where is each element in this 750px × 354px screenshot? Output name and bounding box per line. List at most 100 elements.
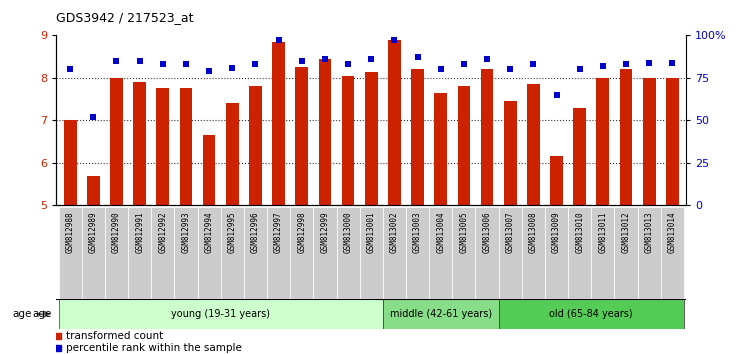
Bar (568, 207, 591, 299)
Bar (220, 207, 244, 299)
Bar (458, 86, 470, 205)
Text: young (19-31 years): young (19-31 years) (171, 309, 270, 319)
Point (574, 67, 586, 72)
Bar (58, 207, 82, 299)
Text: GSM813010: GSM813010 (575, 212, 584, 253)
Text: GSM813011: GSM813011 (598, 212, 608, 253)
Bar (342, 76, 355, 205)
Text: GSM813001: GSM813001 (367, 212, 376, 253)
Text: GSM812988: GSM812988 (66, 212, 75, 253)
Bar (429, 207, 452, 299)
Bar (134, 82, 146, 205)
Bar (527, 84, 540, 205)
Bar (128, 207, 152, 299)
Point (272, 38, 284, 43)
Text: GSM813002: GSM813002 (390, 212, 399, 253)
Bar (499, 299, 684, 329)
Bar (58, 299, 382, 329)
Text: GSM813005: GSM813005 (460, 212, 469, 253)
Point (458, 62, 470, 67)
Bar (267, 207, 290, 299)
Point (412, 55, 424, 60)
Bar (596, 78, 609, 205)
Point (666, 60, 678, 65)
Point (203, 68, 215, 74)
Bar (179, 88, 192, 205)
Bar (202, 135, 215, 205)
Point (644, 60, 656, 65)
Bar (157, 88, 170, 205)
Text: percentile rank within the sample: percentile rank within the sample (66, 343, 242, 353)
Text: GSM813006: GSM813006 (482, 212, 491, 253)
Point (481, 56, 493, 62)
Text: GSM813008: GSM813008 (529, 212, 538, 253)
Text: GSM812993: GSM812993 (182, 212, 190, 253)
Text: GSM812996: GSM812996 (251, 212, 260, 253)
Text: GSM812990: GSM812990 (112, 212, 121, 253)
Point (226, 65, 238, 70)
Point (365, 56, 377, 62)
Point (388, 38, 400, 43)
Point (134, 58, 146, 64)
Text: GSM813004: GSM813004 (436, 212, 445, 253)
Text: GSM813009: GSM813009 (552, 212, 561, 253)
Text: GSM813012: GSM813012 (622, 212, 631, 253)
Point (527, 62, 539, 67)
Bar (481, 69, 494, 205)
Point (250, 62, 262, 67)
Bar (620, 69, 632, 205)
Text: GSM812995: GSM812995 (228, 212, 237, 253)
Text: GSM812992: GSM812992 (158, 212, 167, 253)
Point (319, 56, 331, 62)
Bar (174, 207, 197, 299)
Bar (614, 207, 638, 299)
Bar (643, 78, 656, 205)
Bar (388, 40, 400, 205)
Point (180, 62, 192, 67)
Point (64, 67, 76, 72)
Text: age: age (13, 309, 32, 319)
Bar (105, 207, 128, 299)
Bar (290, 207, 314, 299)
Bar (638, 207, 661, 299)
Bar (504, 101, 517, 205)
Bar (499, 207, 522, 299)
Text: GSM813014: GSM813014 (668, 212, 676, 253)
Bar (197, 207, 220, 299)
Text: transformed count: transformed count (66, 331, 163, 341)
Text: GSM813000: GSM813000 (344, 212, 352, 253)
Bar (244, 207, 267, 299)
Bar (666, 78, 679, 205)
Bar (296, 67, 308, 205)
Bar (226, 103, 238, 205)
Text: middle (42-61 years): middle (42-61 years) (390, 309, 492, 319)
Text: GSM812998: GSM812998 (297, 212, 306, 253)
Text: age: age (32, 309, 52, 319)
Bar (406, 207, 429, 299)
Bar (337, 207, 360, 299)
Point (110, 58, 122, 64)
Bar (522, 207, 545, 299)
Bar (573, 108, 586, 205)
Text: GSM812991: GSM812991 (135, 212, 144, 253)
Bar (110, 78, 123, 205)
Bar (64, 120, 76, 205)
Bar (360, 207, 382, 299)
Point (435, 67, 447, 72)
Point (620, 62, 632, 67)
Bar (545, 207, 568, 299)
Text: GDS3942 / 217523_at: GDS3942 / 217523_at (56, 11, 194, 24)
Bar (452, 207, 476, 299)
Point (550, 92, 562, 98)
Text: GSM812999: GSM812999 (320, 212, 329, 253)
Text: GSM813003: GSM813003 (413, 212, 422, 253)
Point (296, 58, 307, 64)
Bar (314, 207, 337, 299)
Text: GSM813007: GSM813007 (506, 212, 515, 253)
Bar (434, 93, 447, 205)
Bar (411, 69, 424, 205)
Bar (82, 207, 105, 299)
Point (157, 62, 169, 67)
Bar (87, 176, 100, 205)
Text: GSM813013: GSM813013 (645, 212, 654, 253)
